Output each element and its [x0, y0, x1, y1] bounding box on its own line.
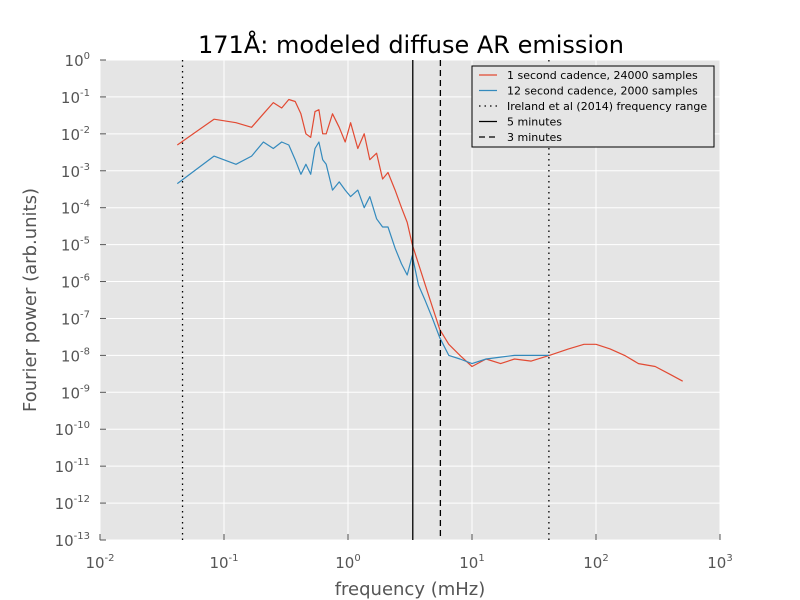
chart-title: 171Å: modeled diffuse AR emission	[198, 30, 624, 59]
x-tick-label: 101	[459, 553, 484, 572]
y-tick-label: 10-3	[61, 162, 90, 181]
y-tick-label: 10-13	[55, 531, 90, 550]
y-tick-label: 100	[65, 51, 90, 70]
y-tick-label: 10-5	[61, 236, 90, 255]
x-tick-label: 100	[335, 553, 360, 572]
x-axis-label: frequency (mHz)	[335, 579, 486, 600]
series-layer	[176, 98, 683, 382]
y-tick-label: 10-10	[55, 420, 90, 439]
x-tick-label: 10-2	[85, 553, 114, 572]
legend-label: 5 minutes	[507, 116, 562, 129]
y-axis-label: Fourier power (arb.units)	[20, 188, 41, 412]
y-tick-label: 10-11	[55, 457, 90, 476]
y-tick-label: 10-6	[61, 273, 90, 292]
y-tick-label: 10-1	[61, 88, 90, 107]
y-tick-label: 10-7	[61, 309, 90, 328]
series-line-0	[176, 98, 683, 382]
x-tick-label: 103	[707, 553, 732, 572]
legend-label: 3 minutes	[507, 131, 562, 144]
legend-label: 1 second cadence, 24000 samples	[507, 69, 698, 82]
legend-box	[471, 65, 715, 148]
x-tick-label: 102	[583, 553, 608, 572]
x-tick-labels: 10-2 10-1 100 101 102 103	[85, 534, 733, 572]
legend: 1 second cadence, 24000 samples 12 second…	[471, 65, 715, 148]
legend-label: 12 second cadence, 2000 samples	[507, 85, 698, 98]
y-tick-label: 10-4	[61, 199, 90, 218]
vline-layer	[181, 60, 550, 540]
series-line-1	[176, 141, 549, 365]
y-tick-labels: 100 10-1 10-2 10-3 10-4 10-5 10-6 10-7 10-8 10-9 1…	[55, 51, 106, 550]
y-tick-label: 10-2	[61, 125, 90, 144]
x-tick-label: 10-1	[209, 553, 238, 572]
legend-label: Ireland et al (2014) frequency range	[507, 100, 707, 113]
y-tick-label: 10-12	[55, 494, 90, 513]
y-tick-label: 10-9	[61, 383, 90, 402]
y-tick-label: 10-8	[61, 346, 90, 365]
